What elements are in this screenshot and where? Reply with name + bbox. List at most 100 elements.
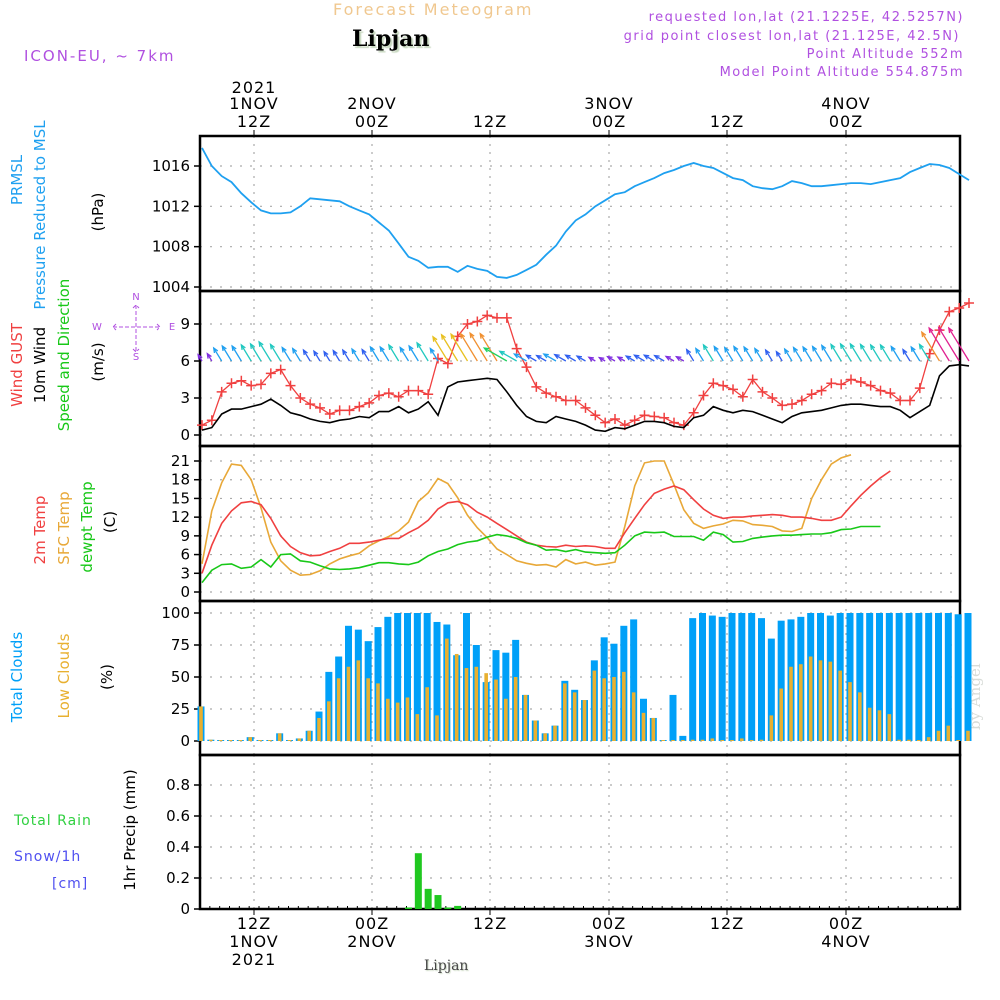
gust-marker [315,402,325,413]
gust-marker [197,420,207,431]
label-pressure: Pressure Reduced to MSL [31,120,49,310]
wind-direction-arrow [460,333,478,362]
gust-marker [816,385,827,396]
wind-arrow-head [369,345,375,353]
wind-direction-arrow [713,346,724,362]
gust-marker [354,401,365,412]
total-cloud-bar [935,613,942,741]
wind-direction-arrow [879,344,891,362]
gust-marker [777,400,788,411]
total-cloud-bar [944,613,952,741]
wind-arrow-head [564,354,571,360]
gust-marker [747,374,758,385]
gust-marker [885,388,896,399]
label-precip: 1hr Precip (mm) [121,769,139,890]
label-ms: (m/s) [89,342,107,381]
panel-frame [198,134,962,293]
gust-marker [383,388,394,399]
wind-direction-arrow [870,344,882,362]
wind-arrow-head [664,355,672,361]
gust-marker [649,411,660,422]
wind-direction-arrow [784,348,793,362]
wind-arrow-head [221,344,227,352]
wind-direction-arrow [432,336,449,362]
gust-marker [895,395,906,406]
wind-arrow-head [553,353,560,360]
wind-arrow-head [947,326,954,334]
label-2m-temp: 2m Temp [31,496,49,565]
wind-arrow-head [642,354,650,360]
wind-arrow-head [450,332,456,340]
low-cloud-bar [582,700,587,741]
wind-arrow-head [792,346,799,353]
total-cloud-bar [689,618,697,741]
total-cloud-bar [777,620,785,741]
y-tick-label: 0 [180,426,190,444]
y-tick-label: 12 [171,508,190,526]
wind-arrow-head [332,349,338,356]
gust-marker [521,362,532,373]
x-tick-bottom-hour: 00Z [592,914,626,933]
wind-direction-arrow [332,350,341,362]
wind-direction-arrow [921,331,941,362]
gust-marker [285,380,296,391]
low-cloud-bar [533,720,538,741]
gust-marker [875,385,886,396]
wind-arrow-head [937,326,944,333]
wind-direction-arrow [525,354,537,362]
low-cloud-bar [602,678,606,741]
wind-arrow-head [928,326,934,334]
wind-arrow-head [879,343,885,351]
rain-bar [424,888,432,909]
rain-bar [454,905,462,909]
wind-direction-arrow [859,344,872,362]
y-tick-label: 50 [171,668,190,686]
low-cloud-bar [435,715,439,741]
wind-arrow-head [459,332,466,339]
wind-arrow-head [802,345,808,353]
x-tick-bottom-date: 2NOV [347,932,396,951]
wind-direction-arrow [342,349,351,362]
gust-marker [610,413,620,424]
wind-direction-arrow [654,354,665,362]
panel-frame [198,753,962,911]
wind-direction-arrow [469,332,488,362]
wind-direction-arrow [221,345,233,362]
wind-direction-arrow [429,348,439,362]
footer-location: Lipjan [424,958,469,974]
y-tick-label: 25 [171,700,190,718]
y-tick-label: 21 [171,452,190,470]
low-cloud-bar [317,717,321,741]
label-speed-direction: Speed and Direction [55,279,73,432]
wind-arrow-head [606,355,613,362]
wind-direction-arrow [839,343,852,362]
wind-arrow-head [839,342,845,349]
total-cloud-bar [384,616,392,741]
wind-arrow-head [702,343,708,351]
y-tick-label: 0 [180,583,190,601]
total-cloud-bar [630,619,638,741]
wind-direction-arrow [812,346,823,362]
gust-marker [905,395,915,406]
wind-direction-arrow [416,342,429,362]
low-cloud-bar [395,702,400,741]
low-cloud-bar [297,738,302,741]
y-tick-label: 0.8 [166,776,190,794]
gust-marker [767,393,778,403]
rain-bar [405,907,412,909]
point-altitude: Point Altitude 552m [806,47,964,62]
y-tick-label: 1008 [152,238,190,256]
wind-arrow-head [482,347,490,353]
total-cloud-bar [433,621,441,741]
wind-arrow-head [694,347,701,354]
wind-arrow-head [535,354,542,360]
wind-arrow-head [416,341,422,348]
wind-arrow-head [632,354,640,360]
low-cloud-bar [730,740,734,741]
label-sfc-temp: SFC Temp [55,491,73,564]
panel-frame [198,599,962,757]
gust-marker [403,385,414,396]
y-tick-label: 75 [171,636,190,654]
wind-direction-arrow [686,349,695,362]
wind-arrow-head [281,346,287,353]
